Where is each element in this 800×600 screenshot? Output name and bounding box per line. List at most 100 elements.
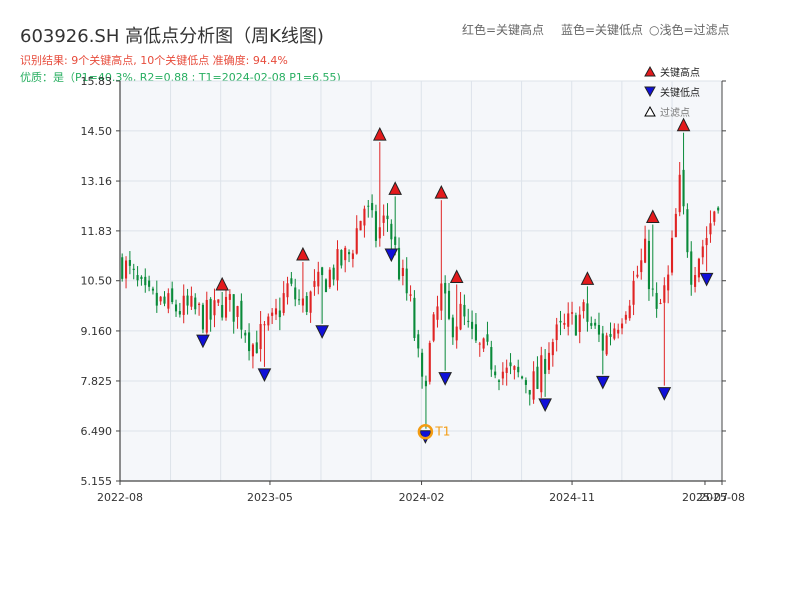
candle-body: [271, 312, 274, 316]
candle-body: [594, 322, 597, 326]
candle-body: [459, 303, 462, 330]
candle-body: [248, 332, 251, 352]
candle-body: [620, 323, 624, 329]
key-low-marker: [538, 398, 552, 412]
candle-body: [386, 215, 389, 220]
candle-body: [144, 276, 147, 286]
candle-body: [617, 329, 620, 334]
key-low-marker: [257, 368, 272, 383]
x-tick-label: 2024-11: [549, 491, 595, 504]
key-low-marker: [315, 325, 329, 339]
candle-body: [228, 294, 231, 300]
candle-body: [174, 304, 178, 312]
candle-body: [524, 380, 527, 385]
candle-body: [536, 366, 539, 389]
candle-body: [290, 278, 293, 284]
candle-body: [309, 291, 312, 313]
key-high-marker: [215, 276, 229, 291]
candle-body: [313, 281, 316, 287]
candle-body: [517, 366, 520, 373]
legend-light-filtered-label: 浅色=过滤点: [659, 23, 730, 37]
candle-body: [236, 306, 239, 317]
candle-body: [390, 223, 393, 240]
candle-body: [678, 174, 681, 213]
candle-body: [190, 295, 193, 307]
x-tick-label: 2023-05: [247, 491, 293, 504]
x-tick-label: 2025-07: [682, 491, 728, 504]
legend-item-label: 关键高点: [660, 66, 700, 79]
candle-body: [547, 352, 551, 370]
candle-body: [224, 296, 228, 318]
candle-body: [232, 294, 235, 322]
candle-body: [697, 258, 700, 278]
candle-body: [567, 313, 570, 327]
legend-item-label: 关键低点: [660, 86, 700, 99]
candle-body: [401, 267, 404, 276]
key-high-marker: [645, 209, 660, 224]
candle-body: [559, 320, 562, 323]
candle-body: [132, 268, 135, 271]
candle-body: [605, 335, 608, 355]
candle-body: [471, 321, 474, 329]
candle-body: [667, 274, 670, 291]
candle-body: [328, 269, 331, 288]
candle-body: [355, 228, 358, 254]
candle-body: [647, 240, 651, 290]
candle-body: [701, 246, 704, 258]
candle-body: [497, 380, 501, 382]
candle-body: [590, 323, 593, 326]
candle-body: [140, 276, 143, 279]
candle-body: [663, 285, 666, 303]
candle-body: [324, 279, 328, 293]
candle-body: [551, 342, 554, 356]
candle-body: [674, 213, 677, 238]
candle-body: [282, 293, 285, 313]
candle-body: [505, 367, 508, 373]
candle-body: [609, 333, 612, 337]
candle-body: [690, 251, 693, 285]
legend-blue-key-low: 蓝色=关键低点: [561, 23, 644, 37]
key-high-marker: [676, 117, 691, 132]
candle-body: [397, 247, 401, 280]
candle-body: [347, 252, 351, 255]
candle-body: [267, 316, 270, 326]
candle-body: [340, 250, 343, 266]
candle-body: [159, 296, 162, 302]
y-tick-label: 6.490: [81, 425, 113, 438]
candle-body: [213, 300, 216, 316]
candle-body: [374, 211, 378, 241]
candle-body: [682, 169, 685, 207]
candle-body: [540, 355, 543, 393]
candle-body: [255, 342, 258, 354]
candle-body: [194, 297, 197, 310]
key-high-marker: [296, 246, 310, 261]
candle-body: [563, 322, 566, 325]
candle-body: [263, 324, 266, 326]
key-high-marker: [580, 271, 595, 285]
x-tick-label: 2025-08: [699, 491, 745, 504]
candle-body: [155, 292, 158, 306]
y-tick-label: 15.83: [81, 75, 113, 88]
candle-body: [332, 267, 335, 280]
candle-body: [659, 302, 662, 304]
candle-body: [344, 247, 347, 261]
candle-body: [121, 257, 124, 279]
candle-body: [632, 280, 635, 305]
candle-body: [294, 287, 297, 300]
candle-body: [359, 220, 362, 231]
candle-body: [597, 324, 601, 335]
t1-label: T1: [434, 425, 450, 439]
candle-body: [151, 288, 155, 291]
candle-body: [694, 275, 697, 287]
candle-body: [651, 288, 654, 290]
candle-body: [221, 304, 224, 318]
candle-body: [148, 280, 151, 287]
candle-body: [532, 371, 535, 400]
candle-body: [378, 227, 381, 239]
candle-body: [555, 324, 558, 341]
candle-body: [463, 304, 466, 317]
candle-body: [705, 238, 708, 246]
y-tick-label: 14.50: [81, 125, 113, 138]
candle-body: [205, 299, 208, 333]
candle-body: [451, 317, 454, 338]
